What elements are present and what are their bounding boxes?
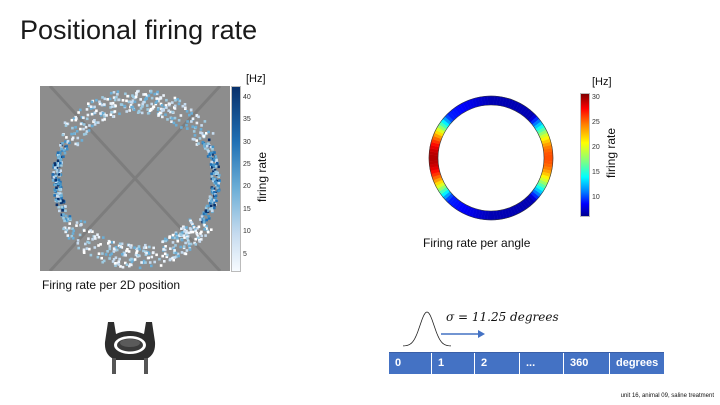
caption-2d-position: Firing rate per 2D position bbox=[42, 278, 181, 292]
colorbar-angle-tick: 10 bbox=[592, 194, 600, 201]
slide-title: Positional firing rate bbox=[20, 15, 258, 45]
colorbar-angle-unit: [Hz] bbox=[592, 76, 612, 88]
colorbar-2d-tick: 40 bbox=[243, 94, 251, 101]
colorbar-angle-tick: 15 bbox=[592, 169, 600, 176]
colorbar-2d-tick: 25 bbox=[243, 161, 251, 169]
colorbar-angle bbox=[580, 93, 590, 217]
arrow-right-icon bbox=[441, 330, 485, 338]
colorbar-2d-tick: 15 bbox=[243, 205, 251, 213]
colorbar-2d-tick: 20 bbox=[243, 183, 251, 191]
footnote: unit 16, animal 09, saline treatment bbox=[620, 393, 714, 399]
angle-bins-table: 0 1 2 ... 360 degrees bbox=[389, 352, 664, 374]
colorbar-2d-tick: 10 bbox=[243, 228, 251, 236]
implant-icon bbox=[104, 322, 156, 374]
angle-ring-plot bbox=[428, 95, 554, 221]
bin-cell: ... bbox=[520, 353, 564, 374]
colorbar-angle-tick: 20 bbox=[592, 144, 600, 151]
sigma-formula: σ = 11.25 degrees bbox=[446, 310, 559, 324]
caption-angle: Firing rate per angle bbox=[423, 236, 531, 250]
gaussian-kernel-icon bbox=[403, 311, 452, 347]
colorbar-2d-tick: 35 bbox=[243, 116, 251, 124]
colorbar-angle-tick: 30 bbox=[592, 94, 600, 101]
bin-cell: 360 bbox=[564, 353, 610, 374]
bin-cell: 2 bbox=[475, 353, 520, 374]
colorbar-2d bbox=[231, 86, 241, 272]
colorbar-2d-tick: 30 bbox=[243, 138, 251, 146]
colorbar-2d-label: firing rate bbox=[255, 151, 269, 203]
bin-cell: degrees bbox=[616, 357, 659, 369]
bin-cell: 1 bbox=[432, 353, 475, 374]
colorbar-angle-tick: 25 bbox=[592, 119, 600, 126]
colorbar-angle-label: firing rate bbox=[604, 127, 618, 179]
heatmap-2d-position bbox=[40, 86, 230, 271]
bin-cell: 0 bbox=[389, 353, 432, 374]
colorbar-2d-tick: 5 bbox=[243, 250, 247, 258]
firing-rate-ring bbox=[51, 89, 221, 270]
colorbar-2d-unit: [Hz] bbox=[246, 73, 266, 85]
